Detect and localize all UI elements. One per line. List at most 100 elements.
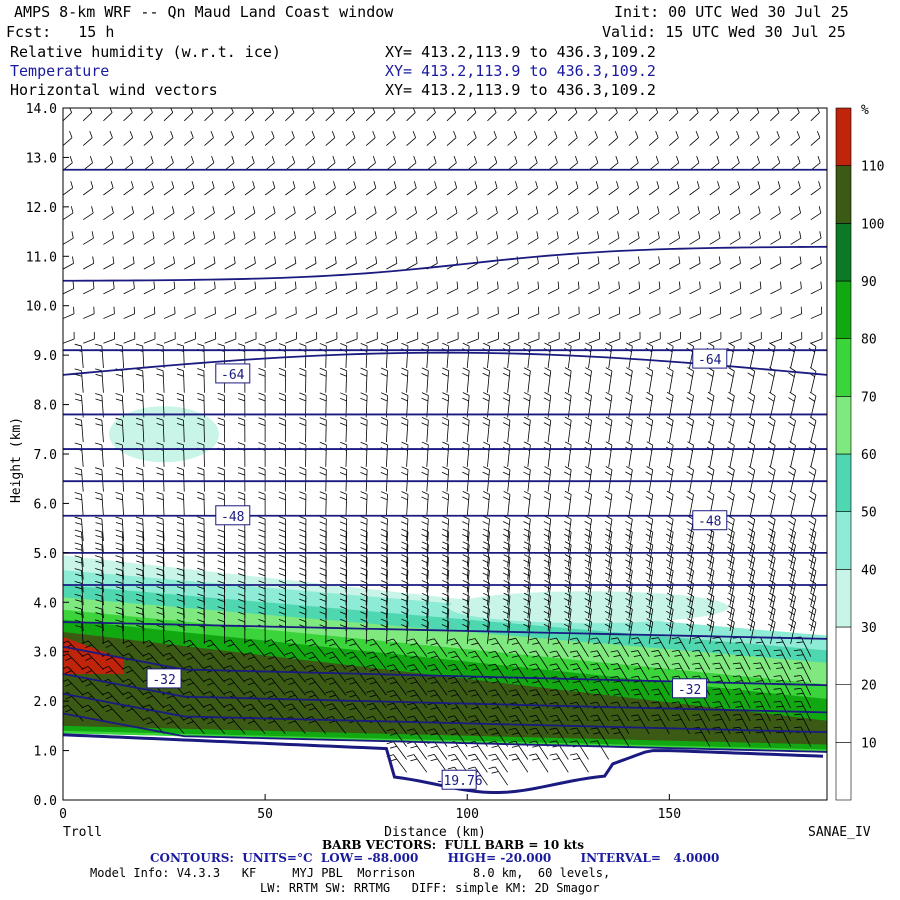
wind-barb — [584, 490, 592, 517]
wind-barb — [339, 491, 348, 517]
wind-barb — [366, 306, 378, 319]
wind-barb — [648, 331, 661, 344]
wind-barb — [74, 368, 84, 393]
wind-barb — [244, 156, 255, 171]
colorbar-label: 100 — [861, 217, 884, 232]
wind-barb — [319, 441, 327, 467]
wind-barb — [749, 108, 760, 122]
wind-barb — [204, 281, 216, 295]
wind-barb — [467, 231, 478, 245]
wind-barb — [549, 727, 569, 747]
wind-barb — [143, 206, 155, 221]
wind-barb — [156, 555, 165, 580]
wind-barb — [487, 156, 498, 171]
colorbar-segment — [835, 338, 852, 397]
wind-barb — [224, 306, 237, 319]
wind-barb — [648, 256, 661, 270]
wind-barb — [366, 690, 387, 709]
wind-barb — [264, 256, 277, 270]
wind-barb — [808, 465, 817, 492]
wind-barb — [747, 592, 756, 619]
wind-barb — [628, 108, 638, 122]
wind-barb — [584, 605, 592, 632]
wind-barb — [95, 619, 104, 644]
wind-barb — [163, 156, 174, 171]
y-tick-label: 14.0 — [26, 102, 57, 117]
wind-barb — [82, 206, 94, 221]
wind-barb — [446, 108, 457, 122]
wind-barb — [810, 256, 822, 270]
wind-barb — [564, 592, 572, 619]
wind-barb — [523, 342, 531, 369]
x-tick-label: 50 — [257, 807, 273, 822]
wind-barb — [63, 704, 84, 722]
wind-barb — [628, 331, 641, 344]
wind-barb — [665, 528, 674, 554]
y-tick-label: 6.0 — [34, 497, 57, 512]
wind-barb — [446, 331, 459, 344]
wind-barb — [339, 618, 348, 644]
wind-barb — [325, 331, 338, 344]
wind-barb — [386, 689, 407, 709]
wind-barb — [645, 441, 654, 467]
wind-barb — [547, 130, 558, 146]
wind-barb — [360, 618, 368, 644]
wind-barb — [604, 490, 613, 517]
wind-barb — [319, 491, 327, 517]
wind-barb — [115, 619, 125, 644]
contour-label: -48 — [698, 515, 721, 530]
wind-barb — [63, 256, 74, 270]
field-wind-name: Horizontal wind vectors — [10, 81, 218, 99]
wind-barb — [63, 681, 64, 683]
wind-barb — [665, 490, 674, 517]
wind-barb — [103, 256, 115, 270]
colorbar-segment — [835, 453, 852, 512]
wind-barb — [608, 331, 621, 344]
wind-barb — [706, 554, 715, 580]
wind-barb — [468, 663, 488, 683]
wind-barb — [482, 491, 490, 517]
wind-barb — [366, 702, 387, 722]
wind-barb — [81, 679, 104, 696]
wind-barb — [625, 618, 633, 644]
wind-barb — [427, 741, 448, 760]
wind-barb — [645, 528, 654, 554]
wind-barb — [162, 704, 185, 722]
wind-barb — [156, 467, 165, 492]
wind-barb — [184, 231, 195, 245]
wind-barb — [305, 639, 327, 657]
wind-barb — [285, 331, 297, 344]
wind-barb — [284, 677, 306, 696]
wind-barb — [487, 331, 500, 344]
wind-barb — [63, 388, 64, 393]
wind-barb — [63, 206, 74, 221]
wind-barb — [339, 466, 348, 492]
wind-barb — [386, 306, 398, 319]
wind-barb — [386, 638, 407, 657]
wind-barb — [588, 181, 599, 196]
wind-barb — [156, 593, 165, 619]
wind-barb — [162, 717, 185, 735]
wind-barb — [584, 579, 592, 606]
wind-barb — [426, 206, 438, 221]
wind-barb — [74, 606, 84, 631]
wind-barb — [156, 491, 165, 517]
wind-barb — [123, 130, 134, 146]
wind-barb — [143, 130, 154, 146]
wind-barb — [466, 108, 477, 122]
wind-barb — [669, 231, 681, 245]
colorbar-segment — [835, 626, 852, 685]
wind-barb — [686, 490, 694, 517]
wind-barb — [487, 206, 498, 221]
wind-barb — [645, 367, 654, 393]
colorbar-segment — [835, 280, 852, 339]
wind-barb — [770, 331, 782, 344]
wind-barb — [527, 108, 537, 122]
wind-barb — [543, 554, 552, 580]
wind-barb — [608, 281, 620, 295]
wind-barb — [360, 605, 368, 631]
wind-barb — [564, 554, 572, 580]
wind-barb — [244, 306, 257, 319]
wind-barb — [101, 666, 124, 683]
wind-barb — [203, 652, 225, 670]
